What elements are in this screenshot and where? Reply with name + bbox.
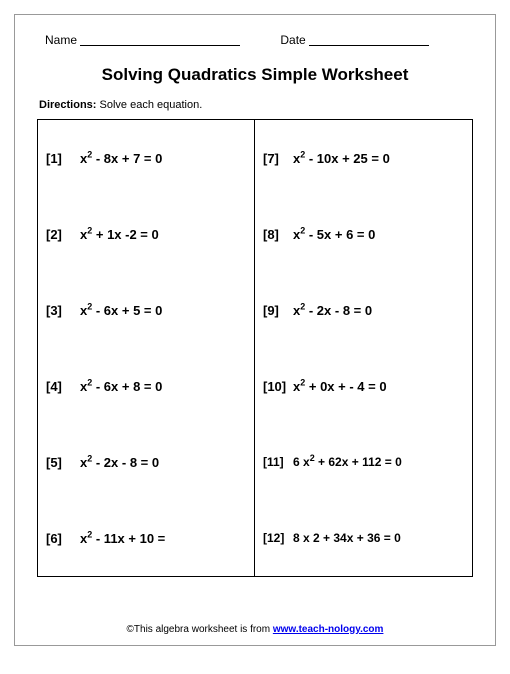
problem-cell: [5]x2 - 2x - 8 = 0 [38,424,254,500]
date-blank[interactable] [309,45,429,46]
problem-number: [7] [263,151,293,166]
problem-equation: x2 - 2x - 8 = 0 [80,455,159,470]
problem-cell: [4]x2 - 6x + 8 = 0 [38,348,254,424]
problem-number: [12] [263,531,293,545]
problem-cell: [3]x2 - 6x + 5 = 0 [38,272,254,348]
left-column: [1]x2 - 8x + 7 = 0[2]x2 + 1x -2 = 0[3]x2… [38,120,255,576]
problem-cell: [2]x2 + 1x -2 = 0 [38,196,254,272]
problem-grid: [1]x2 - 8x + 7 = 0[2]x2 + 1x -2 = 0[3]x2… [37,119,473,577]
footer: ©This algebra worksheet is from www.teac… [15,624,495,635]
worksheet-page: Name Date Solving Quadratics Simple Work… [14,14,496,646]
problem-cell: [12]8 x 2 + 34x + 36 = 0 [255,500,472,576]
name-label: Name [45,33,77,47]
problem-number: [4] [46,379,80,394]
right-column: [7]x2 - 10x + 25 = 0[8]x2 - 5x + 6 = 0[9… [255,120,472,576]
problem-number: [8] [263,227,293,242]
date-field: Date [280,33,429,47]
footer-text: ©This algebra worksheet is from [127,624,273,635]
date-label: Date [280,33,305,47]
problem-equation: x2 - 8x + 7 = 0 [80,151,162,166]
problem-number: [5] [46,455,80,470]
problem-equation: x2 - 2x - 8 = 0 [293,303,372,318]
problem-cell: [9]x2 - 2x - 8 = 0 [255,272,472,348]
problem-equation: x2 - 10x + 25 = 0 [293,151,390,166]
header-line: Name Date [37,33,473,47]
problem-number: [10] [263,379,293,394]
name-field: Name [45,33,240,47]
footer-link[interactable]: www.teach-nology.com [273,624,384,635]
problem-cell: [8]x2 - 5x + 6 = 0 [255,196,472,272]
directions-label: Directions: [39,99,96,111]
problem-number: [3] [46,303,80,318]
problem-equation: x2 - 6x + 5 = 0 [80,303,162,318]
problem-equation: 6 x2 + 62x + 112 = 0 [293,455,402,469]
problem-equation: x2 + 0x + - 4 = 0 [293,379,387,394]
directions: Directions: Solve each equation. [37,99,473,111]
problem-number: [1] [46,151,80,166]
problem-equation: x2 - 5x + 6 = 0 [293,227,375,242]
problem-cell: [1]x2 - 8x + 7 = 0 [38,120,254,196]
problem-number: [9] [263,303,293,318]
problem-cell: [7]x2 - 10x + 25 = 0 [255,120,472,196]
problem-number: [11] [263,455,293,469]
problem-number: [2] [46,227,80,242]
problem-equation: x2 - 6x + 8 = 0 [80,379,162,394]
problem-equation: 8 x 2 + 34x + 36 = 0 [293,531,401,545]
page-title: Solving Quadratics Simple Worksheet [37,65,473,85]
problem-number: [6] [46,531,80,546]
problem-cell: [6]x2 - 11x + 10 = [38,500,254,576]
problem-equation: x2 + 1x -2 = 0 [80,227,159,242]
problem-cell: [11]6 x2 + 62x + 112 = 0 [255,424,472,500]
directions-text: Solve each equation. [96,99,202,111]
problem-equation: x2 - 11x + 10 = [80,531,165,546]
problem-cell: [10]x2 + 0x + - 4 = 0 [255,348,472,424]
name-blank[interactable] [80,45,240,46]
